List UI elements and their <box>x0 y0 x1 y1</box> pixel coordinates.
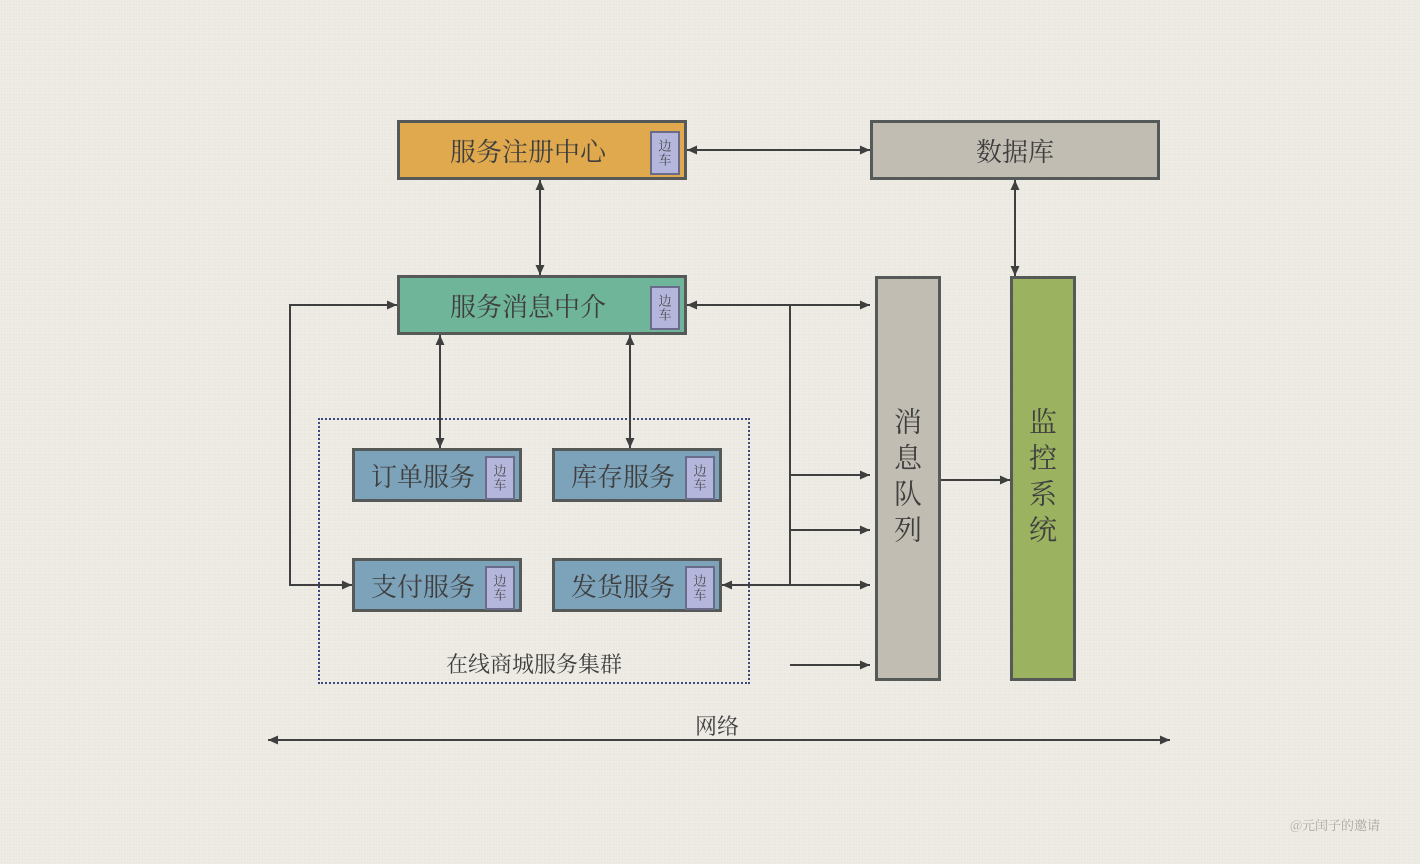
sidecar-broker: 边车 <box>650 286 680 330</box>
node-label-registry: 服务注册中心 <box>450 132 606 169</box>
node-label-database: 数据库 <box>976 132 1054 169</box>
node-label-broker: 服务消息中介 <box>450 287 606 324</box>
cluster-label: 在线商城服务集群 <box>318 648 750 679</box>
sidecar-registry: 边车 <box>650 131 680 175</box>
node-monitor: 监控系统 <box>1010 276 1076 681</box>
node-broker: 服务消息中介 边车 <box>397 275 687 335</box>
service-cluster <box>318 418 750 684</box>
network-label: 网络 <box>695 710 739 741</box>
node-database: 数据库 <box>870 120 1160 180</box>
watermark: @元闰子的邀请 <box>1290 815 1380 834</box>
node-mq: 消息队列 <box>875 276 941 681</box>
node-label-mq: 消息队列 <box>888 407 928 551</box>
node-label-monitor: 监控系统 <box>1023 407 1063 551</box>
node-registry: 服务注册中心 边车 <box>397 120 687 180</box>
